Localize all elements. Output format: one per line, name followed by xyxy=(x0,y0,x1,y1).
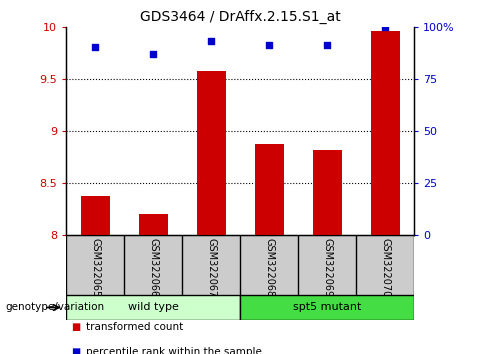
Point xyxy=(207,38,215,44)
Text: GSM322068: GSM322068 xyxy=(264,238,274,297)
Bar xyxy=(66,295,240,320)
Text: GSM322065: GSM322065 xyxy=(90,238,100,297)
Text: GSM322070: GSM322070 xyxy=(380,238,390,297)
Text: GSM322066: GSM322066 xyxy=(148,238,158,297)
Text: wild type: wild type xyxy=(128,303,178,313)
Bar xyxy=(255,144,284,235)
Bar xyxy=(240,295,414,320)
Bar xyxy=(81,196,110,235)
Text: spt5 mutant: spt5 mutant xyxy=(293,303,361,313)
Text: ■: ■ xyxy=(71,322,80,332)
Bar xyxy=(370,31,399,235)
Text: GSM322069: GSM322069 xyxy=(322,238,332,297)
Text: transformed count: transformed count xyxy=(86,322,183,332)
Point xyxy=(323,42,331,48)
Title: GDS3464 / DrAffx.2.15.S1_at: GDS3464 / DrAffx.2.15.S1_at xyxy=(140,10,341,24)
Bar xyxy=(139,214,168,235)
Point xyxy=(381,24,389,29)
Text: percentile rank within the sample: percentile rank within the sample xyxy=(86,347,262,354)
Point xyxy=(265,42,273,48)
Bar xyxy=(196,72,225,235)
Point xyxy=(149,51,157,57)
Bar xyxy=(313,149,342,235)
Text: ■: ■ xyxy=(71,347,80,354)
Text: genotype/variation: genotype/variation xyxy=(5,303,104,313)
Text: GSM322067: GSM322067 xyxy=(206,238,216,297)
Point xyxy=(91,45,99,50)
